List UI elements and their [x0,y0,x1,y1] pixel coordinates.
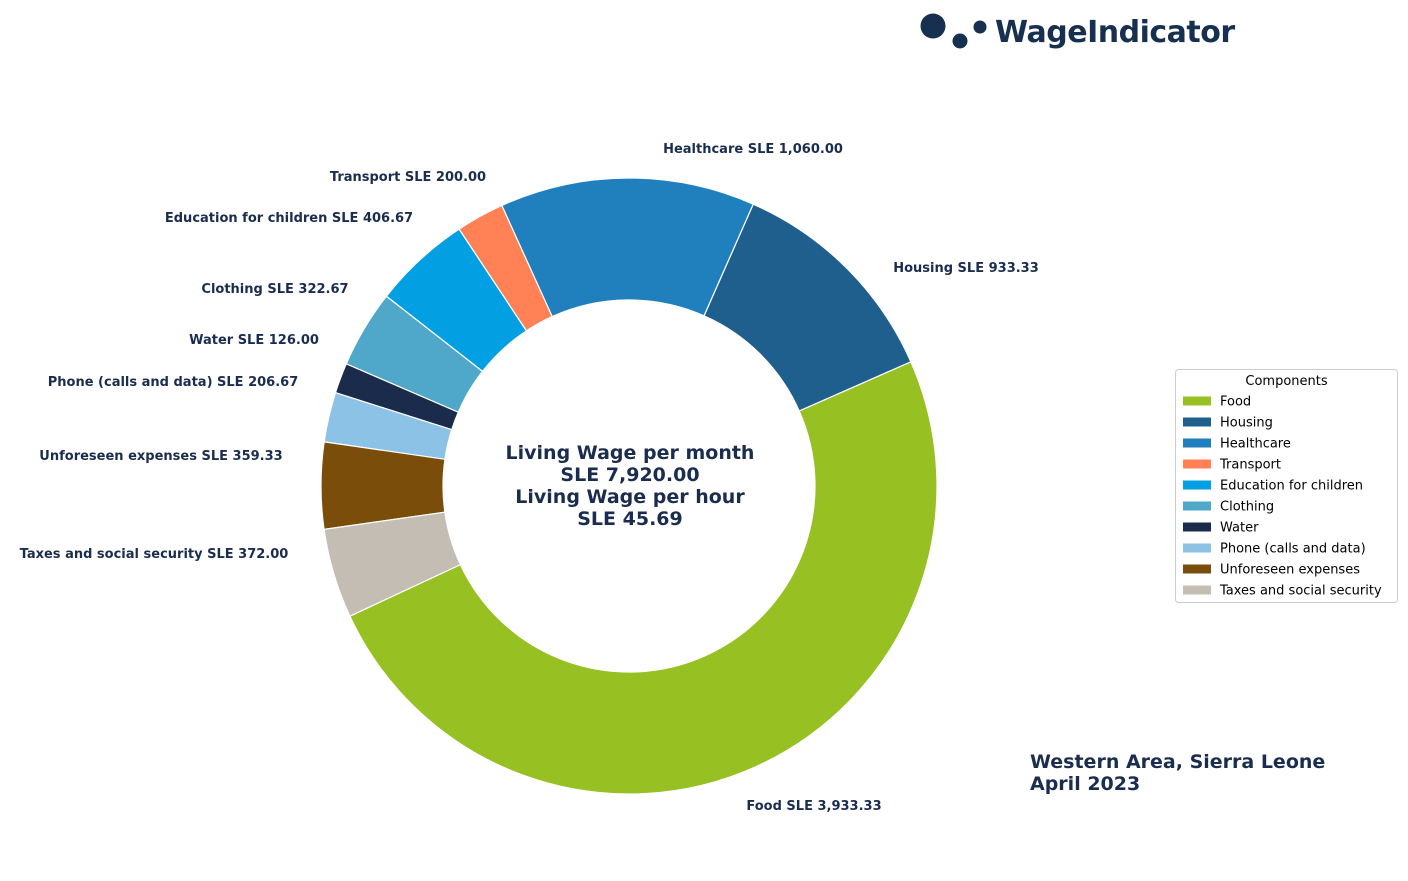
legend-item: Taxes and social security [1183,584,1382,599]
legend-item: Phone (calls and data) [1183,542,1366,557]
legend-swatch [1183,396,1211,406]
legend-label: Healthcare [1220,437,1291,452]
legend-label: Taxes and social security [1219,584,1382,599]
legend-label: Clothing [1220,500,1274,515]
legend-title: Components [1245,374,1327,389]
center-summary: Living Wage per month SLE 7,920.00 Livin… [506,442,755,530]
slice-label-unforeseen-expenses: Unforeseen expenses SLE 359.33 [39,449,282,464]
slice-label-phone-calls-and-data: Phone (calls and data) SLE 206.67 [48,375,299,390]
slice-label-education-for-children: Education for children SLE 406.67 [165,211,413,226]
slice-taxes-and-social-security [323,511,462,617]
legend-label: Education for children [1220,479,1363,494]
slice-label-transport: Transport SLE 200.00 [330,170,486,185]
slice-label-taxes-and-social-security: Taxes and social security SLE 372.00 [20,547,289,562]
center-hourly-value: SLE 45.69 [577,508,682,530]
slice-label-healthcare: Healthcare SLE 1,060.00 [663,142,843,157]
legend-item: Education for children [1183,479,1363,494]
slice-food [349,360,938,795]
legend-label: Unforeseen expenses [1220,563,1360,578]
legend-label: Water [1220,521,1259,536]
legend-label: Food [1220,395,1251,410]
legend-swatch [1183,522,1211,532]
legend-swatch [1183,501,1211,511]
legend-swatch [1183,480,1211,490]
report-date: April 2023 [1030,773,1140,795]
legend-item: Transport [1183,458,1281,473]
region-name: Western Area, Sierra Leone [1030,751,1325,773]
legend-label: Housing [1220,416,1273,431]
region-info: Western Area, Sierra Leone April 2023 [1030,751,1325,795]
slice-label-food: Food SLE 3,933.33 [746,799,881,814]
slice-label-housing: Housing SLE 933.33 [893,261,1039,276]
legend-frame [1175,369,1398,603]
logo-text: WageIndicator [995,15,1235,50]
legend-swatch [1183,585,1211,595]
legend-label: Phone (calls and data) [1220,542,1366,557]
dots-icon [920,13,987,49]
center-monthly-value: SLE 7,920.00 [560,464,699,486]
legend-item: Healthcare [1183,437,1291,452]
donut-slices [320,177,938,795]
legend-items: Food Housing Healthcare Transport Education … [1183,395,1382,599]
slice-label-water: Water SLE 126.00 [189,333,319,348]
legend-item: Food [1183,395,1251,410]
legend-swatch [1183,564,1211,574]
legend: Components Food Housing Healthcare Transpor… [1175,369,1398,603]
legend-item: Housing [1183,416,1273,431]
wageindicator-logo: WageIndicator [920,13,1236,50]
legend-swatch [1183,543,1211,553]
legend-item: Unforeseen expenses [1183,563,1360,578]
legend-swatch [1183,438,1211,448]
slice-label-clothing: Clothing SLE 322.67 [201,282,348,297]
slice-labels: Food SLE 3,933.33 Housing SLE 933.33 Healt… [20,142,1039,814]
legend-swatch [1183,417,1211,427]
legend-label: Transport [1219,458,1281,473]
center-monthly-label: Living Wage per month [506,442,755,464]
center-hourly-label: Living Wage per hour [515,486,745,508]
legend-swatch [1183,459,1211,469]
legend-item: Clothing [1183,500,1274,515]
legend-item: Water [1183,521,1259,536]
